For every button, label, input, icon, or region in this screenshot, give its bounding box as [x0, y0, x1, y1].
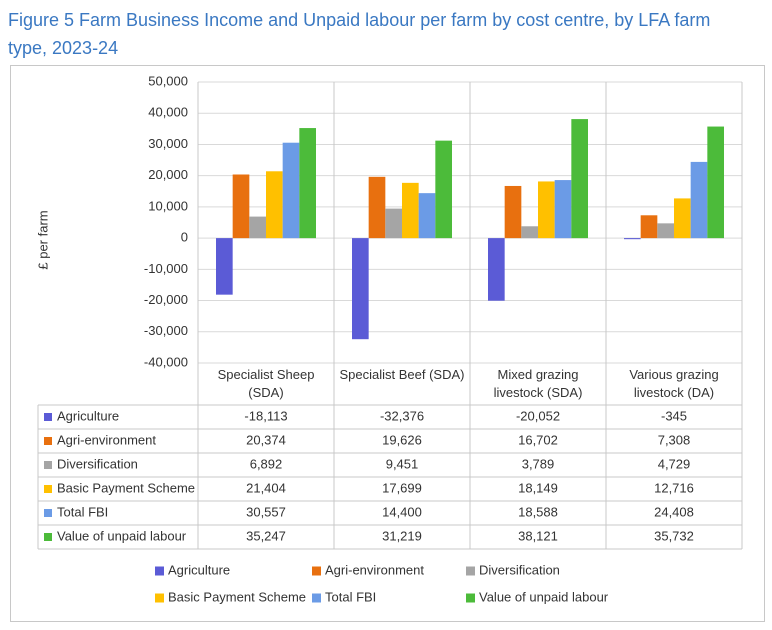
table-cell: 30,557 [246, 504, 286, 519]
bar [488, 238, 505, 301]
bar [402, 182, 419, 239]
table-cell: 21,404 [246, 480, 286, 495]
bar [282, 142, 300, 239]
table-swatch [44, 485, 52, 493]
bar [249, 216, 266, 239]
legend-label: Agriculture [168, 562, 230, 577]
table-swatch [44, 413, 52, 421]
bar [368, 176, 386, 239]
table-cell: 19,626 [382, 432, 422, 447]
table-cell: 20,374 [246, 432, 286, 447]
bar [418, 193, 436, 239]
y-tick-label: 20,000 [148, 167, 188, 182]
legend-swatch [466, 566, 475, 576]
bar [571, 119, 588, 239]
y-tick-label: 30,000 [148, 136, 188, 151]
y-axis-label: £ per farm [35, 210, 50, 269]
x-tick-label: Various grazing livestock (DA) [629, 367, 719, 400]
bar [299, 128, 316, 239]
table-row-label: Agri-environment [57, 432, 156, 447]
legend-swatch [312, 593, 321, 603]
table-cell: 35,247 [246, 528, 286, 543]
y-tick-label: 0 [181, 230, 188, 245]
table-row-label: Diversification [57, 456, 138, 471]
bar [707, 126, 724, 239]
table-row-label: Total FBI [57, 504, 108, 519]
table-cell: 9,451 [386, 456, 419, 471]
chart-frame [10, 65, 765, 622]
y-tick-label: 10,000 [148, 198, 188, 213]
bar [521, 226, 538, 239]
bar [504, 185, 522, 239]
table-cell: 31,219 [382, 528, 422, 543]
bar [232, 174, 250, 239]
table-row-label: Agriculture [57, 408, 119, 423]
y-tick-label: -30,000 [144, 323, 188, 338]
bar [554, 180, 572, 239]
table-row-label: Value of unpaid labour [57, 528, 187, 543]
table-cell: 6,892 [250, 456, 283, 471]
y-tick-label: -20,000 [144, 292, 188, 307]
bar [435, 140, 452, 239]
bar [385, 208, 402, 239]
legend-swatch [466, 593, 475, 603]
bar [657, 223, 674, 239]
bar [690, 161, 708, 239]
y-tick-label: 40,000 [148, 105, 188, 120]
table-cell: 24,408 [654, 504, 694, 519]
table-cell: 35,732 [654, 528, 694, 543]
y-tick-label: -40,000 [144, 354, 188, 369]
table-cell: -18,113 [244, 408, 287, 423]
bar [624, 238, 641, 240]
legend-swatch [155, 566, 164, 576]
table-swatch [44, 533, 52, 541]
legend-label: Basic Payment Scheme [168, 589, 306, 604]
legend-label: Diversification [479, 562, 560, 577]
table-swatch [44, 437, 52, 445]
chart-title: Figure 5 Farm Business Income and Unpaid… [8, 10, 711, 58]
table-cell: -32,376 [380, 408, 424, 423]
legend-label: Value of unpaid labour [479, 589, 609, 604]
table-cell: 38,121 [518, 528, 558, 543]
bar [674, 198, 691, 239]
y-tick-label: 50,000 [148, 73, 188, 88]
table-cell: -345 [661, 408, 687, 423]
legend-label: Total FBI [325, 589, 376, 604]
table-cell: 18,149 [518, 480, 558, 495]
x-tick-label: Mixed grazing livestock (SDA) [493, 367, 583, 400]
table-cell: 14,400 [382, 504, 422, 519]
bar [352, 238, 369, 340]
x-tick-label: Specialist Sheep (SDA) [217, 367, 315, 400]
table-cell: 18,588 [518, 504, 558, 519]
table-cell: 3,789 [522, 456, 555, 471]
bar [538, 181, 555, 239]
table-cell: -20,052 [516, 408, 560, 423]
legend-label: Agri-environment [325, 562, 424, 577]
table-cell: 12,716 [654, 480, 694, 495]
table-cell: 4,729 [658, 456, 691, 471]
legend-swatch [155, 593, 164, 603]
x-tick-label: Specialist Beef (SDA) [339, 367, 465, 382]
table-cell: 17,699 [382, 480, 422, 495]
bar [266, 171, 283, 239]
table-swatch [44, 461, 52, 469]
table-row-label: Basic Payment Scheme [57, 480, 195, 495]
legend-swatch [312, 566, 321, 576]
table-cell: 7,308 [658, 432, 691, 447]
table-swatch [44, 509, 52, 517]
bar [640, 215, 658, 239]
table-cell: 16,702 [518, 432, 558, 447]
bar [216, 238, 233, 295]
y-tick-label: -10,000 [144, 261, 188, 276]
